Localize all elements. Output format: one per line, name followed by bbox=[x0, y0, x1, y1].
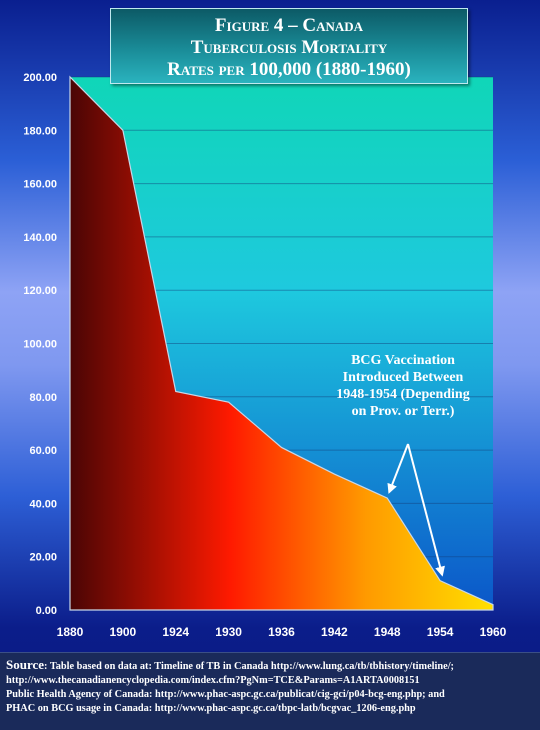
source-line-4: PHAC on BCG usage in Canada: http://www.… bbox=[6, 703, 416, 714]
x-tick-label: 1948 bbox=[374, 625, 401, 639]
source-line-1: Source: Table based on data at: Timeline… bbox=[6, 658, 540, 674]
bcg-annotation: BCG Vaccination Introduced Between 1948-… bbox=[318, 352, 488, 420]
y-tick-label: 20.00 bbox=[29, 552, 57, 564]
annotation-line: 1948-1954 (Depending bbox=[336, 387, 470, 402]
x-tick-label: 1880 bbox=[57, 625, 84, 639]
y-tick-label: 160.00 bbox=[23, 179, 57, 191]
y-tick-label: 140.00 bbox=[23, 232, 57, 244]
y-tick-label: 100.00 bbox=[23, 339, 57, 351]
source-footer: Source: Table based on data at: Timeline… bbox=[0, 652, 540, 730]
y-tick-label: 180.00 bbox=[23, 125, 57, 137]
series-area bbox=[69, 75, 494, 611]
source-line-2: http://www.thecanadianencyclopedia.com/i… bbox=[6, 675, 420, 686]
x-tick-label: 1954 bbox=[427, 625, 454, 639]
y-axis: 0.00 20.00 40.00 60.00 80.00 100.00 120.00 140.… bbox=[23, 72, 57, 617]
title-line-3: Rates per 100,000 (1880-1960) bbox=[167, 59, 411, 80]
annotation-arrow bbox=[407, 443, 445, 577]
title-line-2: Tuberculosis Mortality bbox=[190, 37, 388, 58]
y-tick-label: 40.00 bbox=[29, 498, 57, 510]
source-label: Source bbox=[6, 658, 45, 672]
annotation-arrow bbox=[387, 443, 409, 494]
chart: 0.00 20.00 40.00 60.00 80.00 100.00 120.00 140.… bbox=[23, 72, 507, 639]
y-tick-label: 200.00 bbox=[23, 72, 57, 84]
x-tick-label: 1924 bbox=[162, 625, 189, 639]
y-tick-label: 80.00 bbox=[29, 392, 57, 404]
annotation-line: on Prov. or Terr.) bbox=[351, 404, 455, 419]
x-tick-label: 1960 bbox=[480, 625, 507, 639]
y-tick-label: 120.00 bbox=[23, 285, 57, 297]
x-tick-label: 1930 bbox=[215, 625, 242, 639]
x-tick-label: 1936 bbox=[268, 625, 295, 639]
x-tick-label: 1900 bbox=[110, 625, 137, 639]
annotation-line: BCG Vaccination bbox=[351, 353, 455, 368]
x-axis: 1880 1900 1924 1930 1936 1942 1948 1954 1960 bbox=[57, 625, 507, 639]
x-tick-label: 1942 bbox=[321, 625, 348, 639]
figure-title: Figure 4 – Canada Tuberculosis Mortality… bbox=[110, 8, 468, 84]
y-tick-label: 0.00 bbox=[36, 605, 57, 617]
annotation-line: Introduced Between bbox=[342, 370, 464, 385]
title-line-1: Figure 4 – Canada bbox=[214, 15, 364, 36]
annotation-arrows bbox=[387, 443, 445, 577]
y-tick-label: 60.00 bbox=[29, 445, 57, 457]
source-line-3: Public Health Agency of Canada: http://w… bbox=[6, 689, 445, 700]
source-text: : Table based on data at: Timeline of TB… bbox=[44, 661, 454, 672]
